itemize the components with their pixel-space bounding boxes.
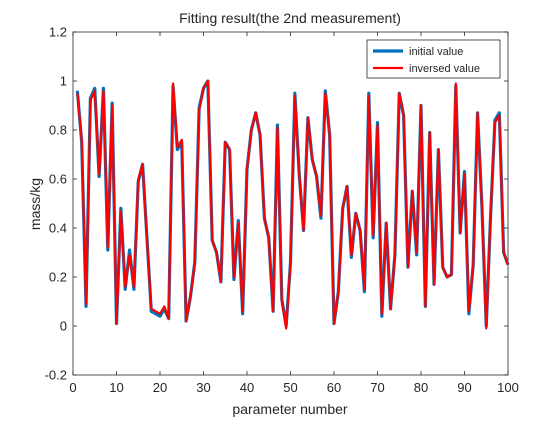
y-tick-label: 0.8: [49, 123, 67, 138]
legend-entry: initial value: [409, 46, 463, 58]
x-tick-label: 50: [283, 380, 297, 395]
y-tick-label: 0.2: [49, 270, 67, 285]
y-tick-label: 0.6: [49, 172, 67, 187]
legend-box: [366, 39, 501, 79]
y-tick-label: 1: [60, 74, 67, 89]
x-tick-label: 70: [370, 380, 384, 395]
x-tick-label: 40: [240, 380, 254, 395]
y-tick-label: 0.4: [49, 221, 67, 236]
y-tick-label: -0.2: [45, 368, 67, 383]
axis-ticks: 0 10 20 30 40 50 60 70 80 90 100-0.200.20.40.60.81…: [45, 25, 519, 396]
x-tick-label: 0: [69, 380, 76, 395]
legend-entry: inversed value: [409, 63, 480, 75]
x-tick-label: 10: [109, 380, 123, 395]
chart-title: Fitting result(the 2nd measurement): [179, 10, 401, 26]
legend: initial value inversed value: [366, 39, 501, 79]
y-axis-label: mass/kg: [27, 178, 43, 230]
x-tick-label: 60: [327, 380, 341, 395]
x-tick-label: 90: [457, 380, 471, 395]
x-tick-label: 20: [153, 380, 167, 395]
x-tick-label: 80: [414, 380, 428, 395]
y-tick-label: 0: [60, 319, 67, 334]
series-line-inversed-value: [76, 79, 510, 330]
x-tick-label: 30: [196, 380, 210, 395]
x-axis-label: parameter number: [232, 401, 348, 417]
series-lines: [75, 79, 510, 330]
y-tick-label: 1.2: [49, 25, 67, 40]
x-tick-label: 100: [497, 380, 519, 395]
